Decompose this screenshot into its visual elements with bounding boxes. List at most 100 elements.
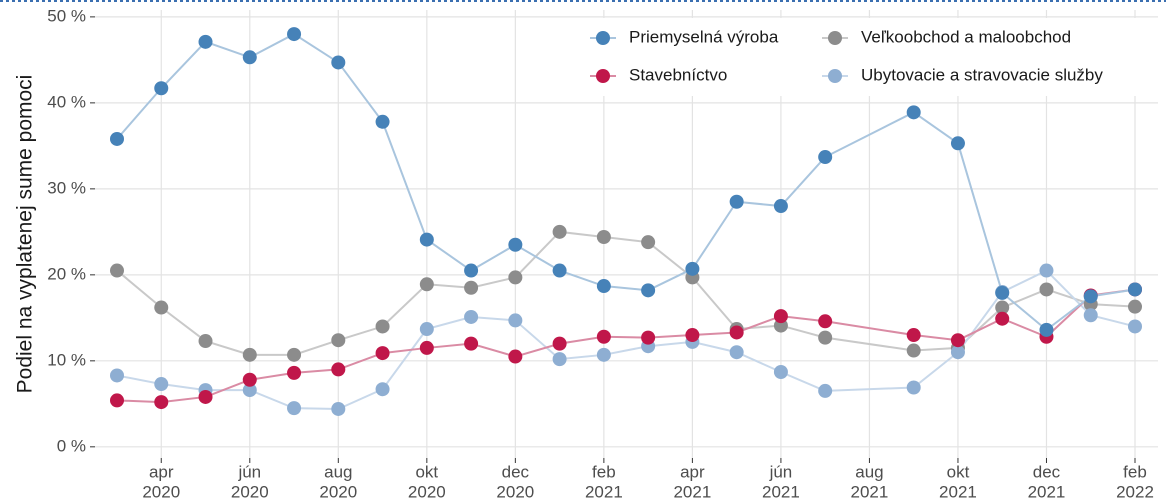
data-point [198, 389, 213, 404]
x-tick-label: 2021 [585, 482, 623, 501]
data-point [995, 311, 1010, 326]
data-point [729, 325, 744, 340]
x-tick-label: okt [947, 462, 970, 481]
data-point [287, 365, 302, 380]
x-tick-label: apr [149, 462, 174, 481]
data-point [419, 340, 434, 355]
data-point [375, 114, 390, 129]
data-point [773, 199, 788, 214]
legend-box [572, 18, 1156, 96]
data-point [995, 285, 1010, 300]
y-axis-label: Podiel na vyplatenej sume pomoci [14, 75, 37, 394]
data-point [242, 50, 257, 65]
data-point [242, 347, 257, 362]
data-point [331, 401, 346, 416]
data-point [1128, 319, 1142, 334]
data-point [287, 401, 302, 416]
data-point [995, 300, 1010, 315]
data-point [596, 230, 611, 245]
data-point [110, 393, 124, 408]
data-point [818, 314, 833, 329]
data-point [464, 280, 479, 295]
data-point [950, 333, 965, 348]
data-point [419, 232, 434, 247]
legend-marker [828, 69, 842, 83]
data-point [1128, 282, 1142, 297]
legend-label: Veľkoobchod a maloobchod [861, 27, 1071, 46]
data-point [552, 352, 567, 367]
x-tick-label: dec [502, 462, 530, 481]
data-point [552, 224, 567, 239]
x-tick-label: 2021 [1028, 482, 1066, 501]
data-point [375, 319, 390, 334]
legend-marker [596, 69, 610, 83]
data-point [906, 380, 921, 395]
x-tick-label: 2020 [231, 482, 269, 501]
data-point [154, 300, 169, 315]
data-point [552, 336, 567, 351]
x-tick-label: aug [324, 462, 352, 481]
x-tick-label: feb [1123, 462, 1147, 481]
data-point [419, 277, 434, 292]
data-point [950, 136, 965, 151]
data-point [242, 383, 257, 398]
data-point [331, 333, 346, 348]
data-point [1039, 322, 1054, 337]
data-point [331, 55, 346, 70]
x-tick-label: jún [769, 462, 793, 481]
data-point [1128, 299, 1142, 314]
data-point [154, 81, 169, 96]
data-point [464, 309, 479, 324]
data-point [508, 349, 523, 364]
y-tick-label: 20 % [47, 264, 86, 283]
legend-marker [596, 31, 610, 45]
x-tick-label: jún [237, 462, 261, 481]
data-point [375, 382, 390, 397]
x-tick-label: feb [592, 462, 616, 481]
x-tick-label: dec [1033, 462, 1061, 481]
y-tick-label: 30 % [47, 178, 86, 197]
data-point [818, 150, 833, 165]
x-tick-label: 2020 [408, 482, 446, 501]
legend-label: Stavebníctvo [629, 65, 727, 84]
data-point [464, 263, 479, 278]
data-point [110, 368, 124, 383]
data-point [596, 329, 611, 344]
data-point [552, 263, 567, 278]
data-point [906, 328, 921, 343]
x-tick-label: 2020 [319, 482, 357, 501]
x-tick-label: okt [415, 462, 438, 481]
legend-label: Priemyselná výroba [629, 27, 779, 46]
data-point [641, 235, 656, 250]
x-tick-label: 2020 [496, 482, 534, 501]
data-point [287, 27, 302, 42]
data-point [375, 346, 390, 361]
data-point [508, 313, 523, 328]
legend-label: Ubytovacie a stravovacie služby [861, 65, 1103, 84]
data-point [1083, 308, 1098, 323]
data-point [198, 34, 213, 49]
data-point [110, 263, 124, 278]
data-point [154, 377, 169, 392]
x-tick-label: aug [855, 462, 883, 481]
data-point [906, 105, 921, 120]
x-tick-label: 2020 [142, 482, 180, 501]
data-point [685, 261, 700, 276]
data-point [110, 131, 124, 146]
data-point [729, 345, 744, 360]
data-point [596, 347, 611, 362]
data-point [1039, 263, 1054, 278]
data-point [508, 270, 523, 285]
data-point [154, 395, 169, 410]
data-point [508, 237, 523, 252]
data-point [641, 330, 656, 345]
data-point [1083, 289, 1098, 304]
data-point [773, 365, 788, 380]
data-point [242, 372, 257, 387]
data-point [685, 328, 700, 343]
y-tick-label: 0 % [57, 436, 86, 455]
data-point [287, 347, 302, 362]
x-tick-label: 2021 [851, 482, 889, 501]
data-point [773, 309, 788, 324]
